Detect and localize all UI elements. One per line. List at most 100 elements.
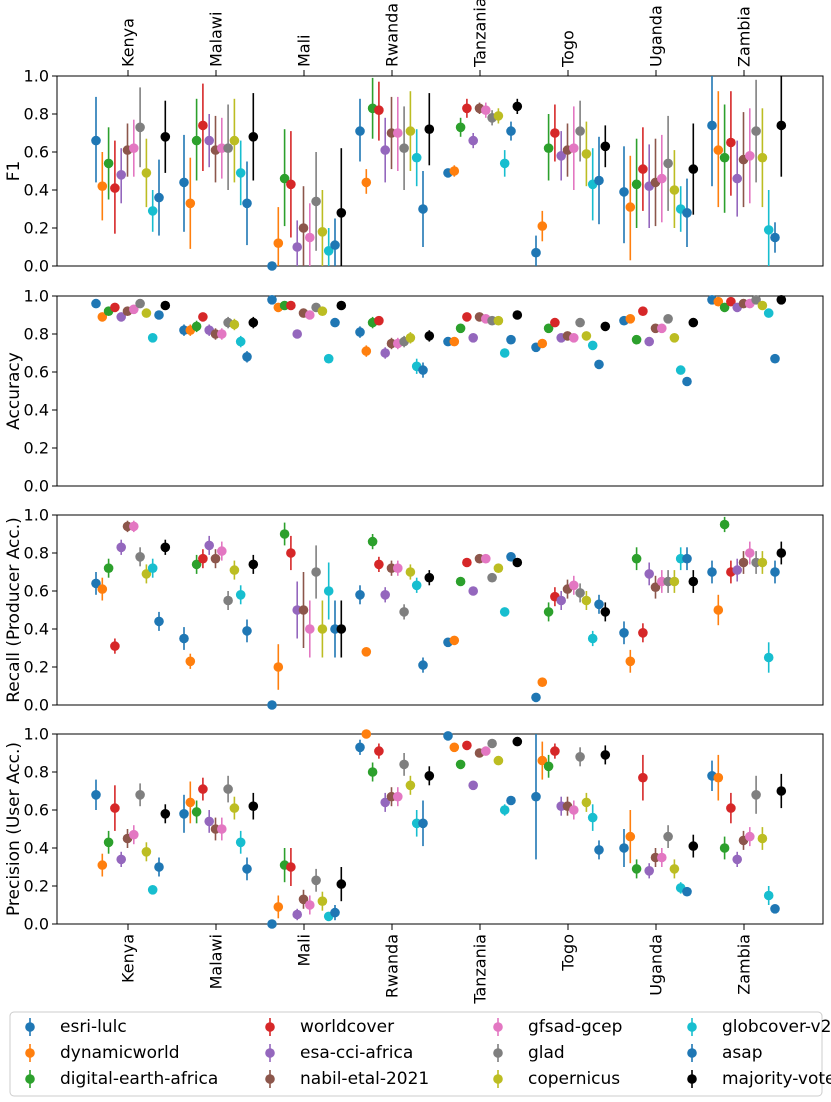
ytick-label-accuracy-2: 0.4 [24, 401, 49, 420]
bottom-label-kenya: Kenya [119, 934, 138, 983]
point-precision-user-acc-worldcover-uganda [638, 772, 648, 783]
legend-label-gfsad-gcep: gfsad-gcep [528, 1017, 622, 1037]
point-f1-asap-mali [330, 240, 340, 250]
point-recall-producer-acc-worldcover-mali [286, 548, 296, 558]
legend-item-esri-lulc: esri-lulc [25, 1017, 127, 1037]
ytick-label-f1-2: 0.4 [24, 181, 49, 200]
legend-marker-asap [687, 1048, 697, 1058]
point-recall-producer-acc-majority-vote-tanzania [512, 557, 523, 568]
point-f1-copernicus-togo [581, 149, 592, 159]
ylabel-accuracy: Accuracy [4, 352, 24, 430]
bottom-country-labels: Kenya Malawi Mali Rwanda Tanzania Togo Uganda Z… [119, 924, 754, 1005]
point-accuracy-majority-vote-zambia [776, 295, 787, 305]
point-accuracy-glad-zambia [751, 295, 761, 305]
point-recall-producer-acc-nabil-etal-2021-uganda [650, 582, 661, 592]
point-f1-esa-cci-africa-malawi [204, 135, 214, 146]
point-recall-producer-acc-worldcover-rwanda [374, 559, 384, 570]
point-precision-user-acc-copernicus-kenya [141, 847, 152, 857]
point-f1-dynamicworld-togo [537, 221, 548, 231]
point-f1-digital-earth-africa-tanzania [455, 122, 466, 133]
point-f1-glad-uganda [663, 158, 673, 169]
point-f1-globcover-v23-kenya [147, 206, 158, 216]
point-accuracy-majority-vote-tanzania [512, 310, 523, 320]
point-precision-user-acc-asap-kenya [154, 862, 164, 872]
point-accuracy-esa-cci-africa-mali [292, 329, 303, 339]
point-accuracy-worldcover-kenya [110, 302, 120, 313]
point-recall-producer-acc-copernicus-tanzania [493, 563, 504, 573]
ytick-label-recall-producer-acc-4: 0.8 [24, 544, 49, 563]
point-f1-esri-lulc-zambia [707, 120, 717, 131]
point-recall-producer-acc-gfsad-gcep-malawi [217, 546, 227, 556]
point-precision-user-acc-glad-uganda [663, 831, 673, 842]
point-recall-producer-acc-gfsad-gcep-mali [305, 624, 315, 634]
point-recall-producer-acc-esri-lulc-zambia [707, 567, 717, 577]
point-precision-user-acc-digital-earth-africa-zambia [719, 843, 730, 853]
top-label-zambia: Zambia [735, 6, 754, 67]
point-precision-user-acc-majority-vote-mali [336, 879, 347, 889]
ytick-label-accuracy-0: 0.0 [24, 477, 49, 496]
legend-marker-globcover-v23 [687, 1022, 697, 1032]
point-precision-user-acc-esri-lulc-rwanda [355, 742, 365, 753]
point-f1-digital-earth-africa-uganda [631, 179, 642, 190]
point-f1-glad-zambia [751, 126, 761, 136]
point-f1-gfsad-gcep-kenya [129, 143, 139, 153]
legend-marker-esri-lulc [25, 1022, 35, 1032]
point-accuracy-gfsad-gcep-mali [305, 310, 315, 320]
point-recall-producer-acc-digital-earth-africa-tanzania [455, 576, 466, 587]
marks-accuracy [91, 295, 787, 387]
point-recall-producer-acc-asap-kenya [154, 616, 164, 627]
point-recall-producer-acc-majority-vote-togo [600, 607, 611, 617]
point-recall-producer-acc-digital-earth-africa-zambia [719, 519, 730, 530]
point-f1-digital-earth-africa-togo [543, 143, 554, 153]
point-f1-worldcover-tanzania [462, 103, 472, 114]
point-recall-producer-acc-majority-vote-rwanda [424, 572, 435, 583]
point-f1-esri-lulc-togo [531, 247, 541, 258]
legend-item-nabil-etal-2021: nabil-etal-2021 [265, 1069, 429, 1089]
point-accuracy-glad-kenya [135, 298, 145, 309]
point-f1-globcover-v23-tanzania [499, 158, 510, 169]
point-precision-user-acc-dynamicworld-zambia [713, 772, 724, 783]
bottom-label-rwanda: Rwanda [383, 934, 402, 998]
top-label-tanzania: Tanzania [471, 0, 490, 68]
point-recall-producer-acc-majority-vote-kenya [160, 542, 171, 553]
point-f1-globcover-v23-zambia [763, 225, 774, 235]
legend-marker-copernicus [493, 1074, 503, 1084]
point-precision-user-acc-dynamicworld-tanzania [449, 742, 460, 753]
point-precision-user-acc-esa-cci-africa-mali [292, 909, 303, 920]
point-f1-majority-vote-uganda [688, 164, 699, 174]
legend-item-glad: glad [493, 1043, 565, 1063]
point-precision-user-acc-dynamicworld-kenya [97, 860, 108, 870]
point-recall-producer-acc-esri-lulc-malawi [179, 633, 189, 644]
point-f1-copernicus-zambia [757, 152, 768, 163]
legend-marker-dynamicworld [25, 1048, 35, 1058]
legend-label-globcover-v23: globcover-v23 [722, 1017, 831, 1037]
point-precision-user-acc-majority-vote-togo [600, 750, 611, 760]
ytick-label-precision-user-acc-2: 0.4 [24, 839, 49, 858]
point-f1-copernicus-tanzania [493, 111, 504, 121]
legend-label-esri-lulc: esri-lulc [60, 1017, 127, 1037]
point-f1-esri-lulc-malawi [179, 177, 189, 188]
point-precision-user-acc-copernicus-uganda [669, 864, 680, 874]
point-accuracy-globcover-v23-mali [323, 353, 334, 364]
point-accuracy-digital-earth-africa-zambia [719, 302, 730, 313]
point-recall-producer-acc-majority-vote-malawi [248, 559, 259, 570]
point-f1-dynamicworld-malawi [185, 198, 196, 209]
point-precision-user-acc-glad-rwanda [399, 759, 409, 770]
point-recall-producer-acc-digital-earth-africa-rwanda [367, 536, 378, 547]
point-accuracy-gfsad-gcep-malawi [217, 329, 227, 339]
point-accuracy-worldcover-uganda [638, 306, 648, 317]
point-precision-user-acc-dynamicworld-malawi [185, 797, 196, 808]
point-recall-producer-acc-majority-vote-mali [336, 624, 347, 634]
point-f1-esri-lulc-uganda [619, 187, 629, 197]
point-precision-user-acc-worldcover-malawi [198, 784, 208, 794]
point-recall-producer-acc-esa-cci-africa-malawi [204, 540, 214, 551]
point-f1-dynamicworld-tanzania [449, 166, 460, 176]
point-f1-worldcover-malawi [198, 120, 208, 131]
top-label-togo: Togo [559, 30, 578, 68]
point-precision-user-acc-worldcover-rwanda [374, 746, 384, 756]
legend-item-dynamicworld: dynamicworld [25, 1043, 179, 1063]
point-accuracy-majority-vote-kenya [160, 300, 171, 311]
point-f1-esa-cci-africa-kenya [116, 170, 126, 180]
